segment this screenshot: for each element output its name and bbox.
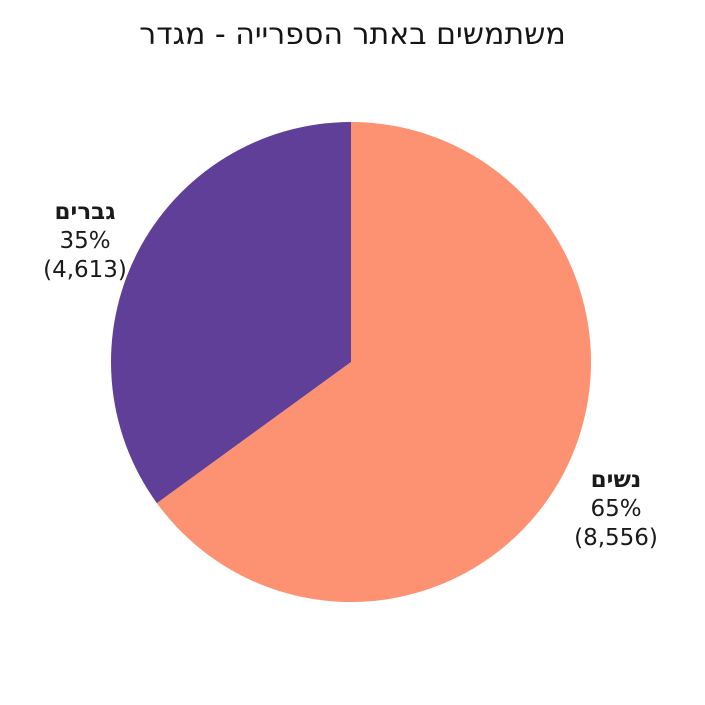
pie-slice-1 [111,122,351,504]
slice-label-men-percent: 35% [59,228,111,254]
chart-title: משתמשים באתר הספרייה - מגדר [139,17,566,52]
slice-label-women: נשים 65% (8,556) [531,466,701,553]
slice-label-men-value: (4,613) [43,257,127,283]
pie-slice-0 [156,122,592,602]
slice-label-women-percent: 65% [590,496,642,522]
slice-label-women-value: (8,556) [574,525,658,551]
slice-label-men: גברים 35% (4,613) [0,198,170,285]
slice-label-women-name: נשים [590,467,642,493]
slice-label-men-name: גברים [54,199,116,225]
